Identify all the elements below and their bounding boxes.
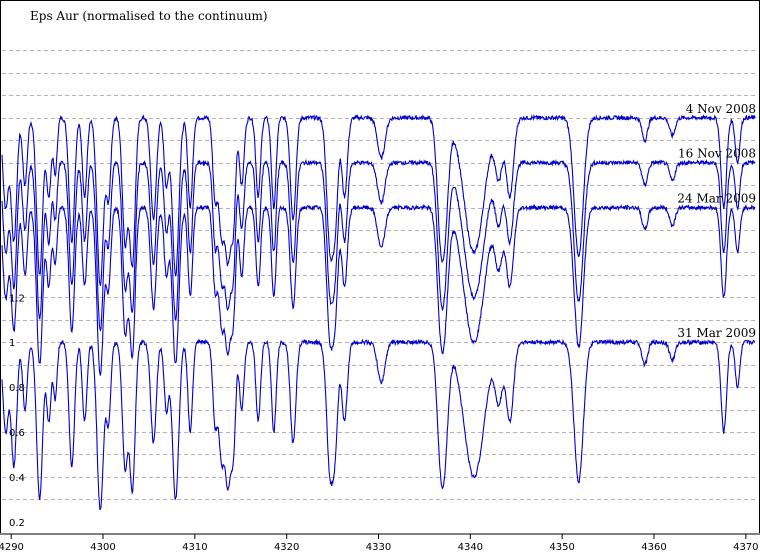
y-tick-label: 1 <box>9 338 15 349</box>
series-group <box>1 114 756 511</box>
x-tick-label: 4340 <box>458 542 483 553</box>
x-tick-label: 4370 <box>733 542 758 553</box>
series-line-3 <box>1 203 756 376</box>
series-labels: 4 Nov 2008 16 Nov 2008 24 Mar 2009 31 Mar 2… <box>677 102 756 340</box>
x-tick-label: 4350 <box>549 542 574 553</box>
y-tick-label: 0.6 <box>9 428 25 439</box>
x-tick-label: 4290 <box>0 542 24 553</box>
series-label-1: 4 Nov 2008 <box>686 102 756 116</box>
series-line-2 <box>1 158 756 332</box>
series-line-4 <box>1 338 755 511</box>
x-tick-label: 4330 <box>366 542 391 553</box>
y-tick-label: 0.2 <box>9 518 25 529</box>
series-line-1 <box>1 114 756 286</box>
x-tick-label: 4360 <box>641 542 666 553</box>
x-tick-label: 4310 <box>182 542 207 553</box>
chart-title: Eps Aur (normalised to the continuum) <box>30 9 268 23</box>
y-axis: 1.2 1 0.8 0.6 0.4 0.2 <box>9 293 25 528</box>
x-tick-label: 4320 <box>274 542 299 553</box>
x-axis-band <box>0 533 760 558</box>
series-label-2: 16 Nov 2008 <box>678 147 756 161</box>
x-tick-label: 4300 <box>90 542 115 553</box>
series-label-4: 31 Mar 2009 <box>677 326 756 340</box>
y-tick-label: 0.4 <box>9 473 25 484</box>
x-axis: 4290 4300 4310 4320 4330 4340 4350 4360 4370 <box>0 534 759 553</box>
y-tick-label: 0.8 <box>9 383 25 394</box>
y-tick-label: 1.2 <box>9 293 25 304</box>
series-label-3: 24 Mar 2009 <box>677 192 756 206</box>
